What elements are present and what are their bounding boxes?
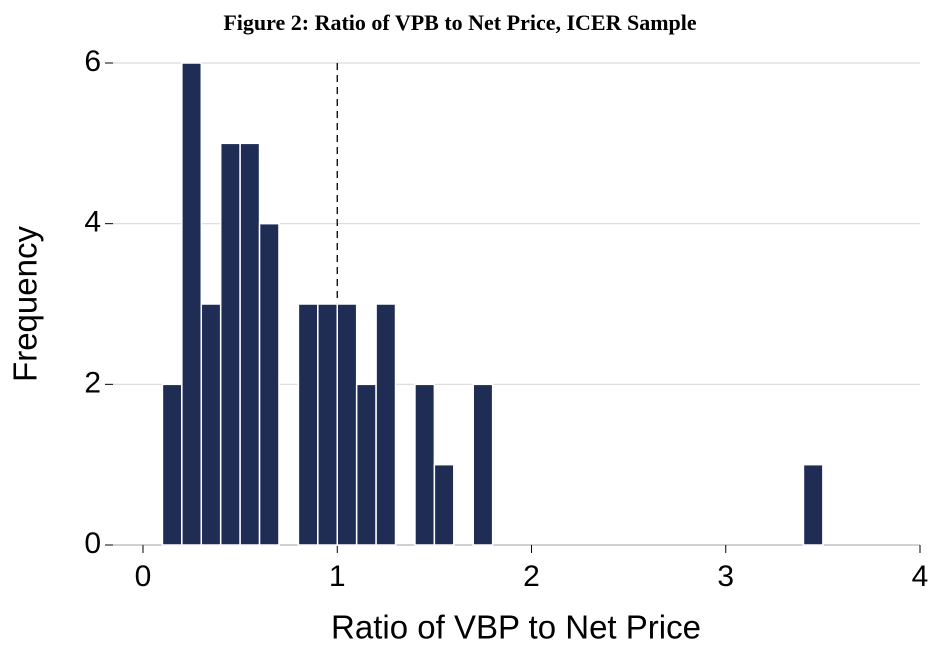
bar [433,463,455,546]
y-tick-label: 6 [84,45,101,78]
x-tick-label: 1 [329,560,346,593]
bar [161,383,183,546]
y-tick-label: 0 [84,527,101,560]
y-tick-label: 2 [84,366,101,399]
bar [258,222,280,546]
bar [219,142,241,546]
x-tick-label: 0 [135,560,152,593]
bar [336,303,358,546]
bar [472,383,494,546]
x-tick-label: 3 [717,560,734,593]
bar [200,303,222,546]
y-axis-title: Frequency [7,226,44,382]
bar [181,62,203,546]
bar [317,303,339,546]
x-axis-title: Ratio of VBP to Net Price [331,609,701,646]
bar [375,303,397,546]
bar [414,383,436,546]
y-tick-label: 4 [84,206,101,239]
bar [297,303,319,546]
x-tick-label: 2 [523,560,540,593]
bar [239,142,261,546]
chart-title: Figure 2: Ratio of VPB to Net Price, ICE… [223,10,697,35]
bar [802,463,824,546]
x-tick-label: 4 [912,560,929,593]
bar [355,383,377,546]
